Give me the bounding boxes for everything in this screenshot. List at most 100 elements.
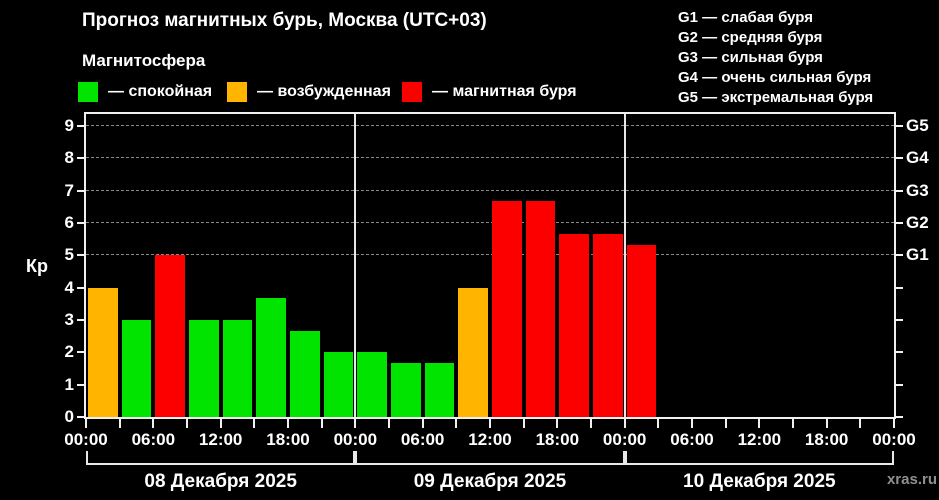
y-tick-label: 3	[64, 310, 74, 329]
x-axis-tick	[657, 419, 660, 428]
y-axis-tick	[77, 383, 84, 386]
x-axis-tick	[219, 419, 222, 428]
kp-bar	[357, 352, 387, 417]
x-tick-label: 06:00	[131, 430, 176, 449]
x-axis-tick	[489, 419, 491, 428]
y-axis-tick	[896, 351, 903, 354]
chart-title: Прогноз магнитных бурь, Москва (UTC+03)	[82, 10, 487, 31]
day-bracket-tick	[892, 451, 894, 463]
y-tick-label: 1	[64, 374, 74, 394]
g-scale-legend: G1 — слабая буря G2 — средняя буря G3 — …	[678, 8, 873, 108]
x-axis-tick	[724, 419, 727, 428]
legend-item-storm: — магнитная буря	[402, 82, 577, 102]
x-axis-tick	[758, 419, 761, 428]
y-axis-tick	[77, 125, 84, 127]
y-axis-tick	[896, 319, 903, 321]
x-axis-tick	[421, 419, 424, 428]
y-tick-label: 5	[64, 245, 74, 265]
y-axis-tick	[896, 125, 903, 127]
x-tick-label: 12:00	[198, 430, 243, 449]
chart-subtitle: Магнитосфера	[82, 51, 206, 70]
x-axis-tick	[825, 419, 828, 428]
x-axis-tick	[118, 419, 121, 428]
x-axis-tick	[388, 419, 390, 428]
watermark: xras.ru	[886, 471, 937, 488]
x-tick-label: 06:00	[400, 430, 445, 449]
g-level-label: G2	[906, 213, 929, 232]
g-legend-line-g2: G2 — средняя буря	[678, 29, 823, 46]
x-tick-label: 00:00	[872, 430, 916, 449]
day-bracket-tick	[86, 451, 88, 463]
kp-bar	[593, 233, 623, 417]
y-axis-tick	[896, 222, 903, 224]
y-axis-tick	[896, 416, 903, 418]
legend-swatch-storm	[402, 82, 422, 102]
day-divider	[623, 114, 626, 417]
x-tick-label: 12:00	[468, 430, 512, 449]
legend-swatch-excited	[227, 82, 247, 102]
day-bracket	[624, 463, 894, 465]
x-axis-tick	[893, 419, 895, 428]
x-tick-label: 18:00	[266, 430, 310, 449]
g-level-label: G5	[906, 116, 929, 135]
legend-label-quiet: — спокойная	[108, 83, 213, 100]
kp-bar	[492, 201, 522, 417]
g-level-label: G4	[906, 148, 929, 168]
day-bracket-tick	[353, 451, 356, 463]
x-axis-tick	[320, 419, 323, 428]
day-bracket-tick	[355, 451, 358, 463]
y-axis-tick	[896, 157, 903, 160]
kp-bar	[189, 320, 219, 417]
x-tick-label: 18:00	[535, 430, 580, 449]
x-axis-tick	[152, 419, 155, 428]
y-axis-tick	[896, 254, 903, 257]
date-label: 09 Декабря 2025	[413, 471, 567, 492]
g-legend-line-g1: G1 — слабая буря	[678, 9, 814, 26]
g-legend-line-g5: G5 — экстремальная буря	[678, 89, 874, 106]
g-legend-line-g4: G4 — очень сильная буря	[678, 69, 872, 86]
x-axis-tick	[455, 419, 458, 428]
y-axis-tick	[77, 351, 84, 354]
x-tick-label: 18:00	[804, 430, 849, 449]
legend-item-quiet: — спокойная	[78, 82, 212, 102]
x-axis-tick	[623, 419, 626, 428]
legend-label-storm: — магнитная буря	[432, 83, 577, 100]
gridline-kp9	[86, 125, 894, 126]
x-axis-tick	[691, 419, 693, 428]
kp-bar	[155, 255, 185, 417]
y-axis-tick	[77, 157, 84, 160]
kp-bar	[256, 298, 286, 417]
y-tick-label: 2	[64, 342, 74, 362]
x-axis-tick	[859, 419, 862, 428]
x-axis-tick	[186, 419, 188, 428]
y-tick-label: 9	[64, 116, 74, 135]
x-axis-tick	[522, 419, 525, 428]
kp-bar	[222, 320, 253, 417]
x-axis-tick	[556, 419, 559, 428]
kp-bar	[323, 352, 354, 417]
legend-swatch-quiet	[78, 82, 98, 102]
kp-bar	[88, 287, 118, 417]
x-axis-tick	[792, 419, 794, 428]
y-axis-tick	[77, 222, 84, 224]
y-axis-tick	[896, 286, 903, 289]
y-axis-tick	[77, 319, 84, 321]
gridline-kp6	[86, 222, 894, 223]
kp-bar	[525, 201, 556, 417]
x-tick-label: 06:00	[670, 430, 714, 449]
legend-item-excited: — возбужденная	[227, 82, 391, 102]
plot-area: 0 1 2 3 4 5 6 7 8 9 G1 G2 G3 G4 G5 00:00 06:00 12:00 18:00…	[64, 112, 929, 492]
y-axis-title: Кр	[26, 256, 48, 276]
legend-label-excited: — возбужденная	[257, 83, 391, 100]
x-tick-label: 00:00	[64, 430, 108, 449]
y-axis-tick	[896, 189, 903, 192]
x-axis-tick	[287, 419, 289, 428]
kp-bar	[559, 233, 589, 417]
y-axis-tick	[77, 416, 84, 418]
g-level-label: G1	[906, 245, 929, 265]
kp-bar	[626, 244, 657, 417]
g-legend-line-g3: G3 — сильная буря	[678, 49, 823, 66]
day-bracket	[86, 463, 356, 465]
y-tick-label: 6	[64, 213, 74, 232]
